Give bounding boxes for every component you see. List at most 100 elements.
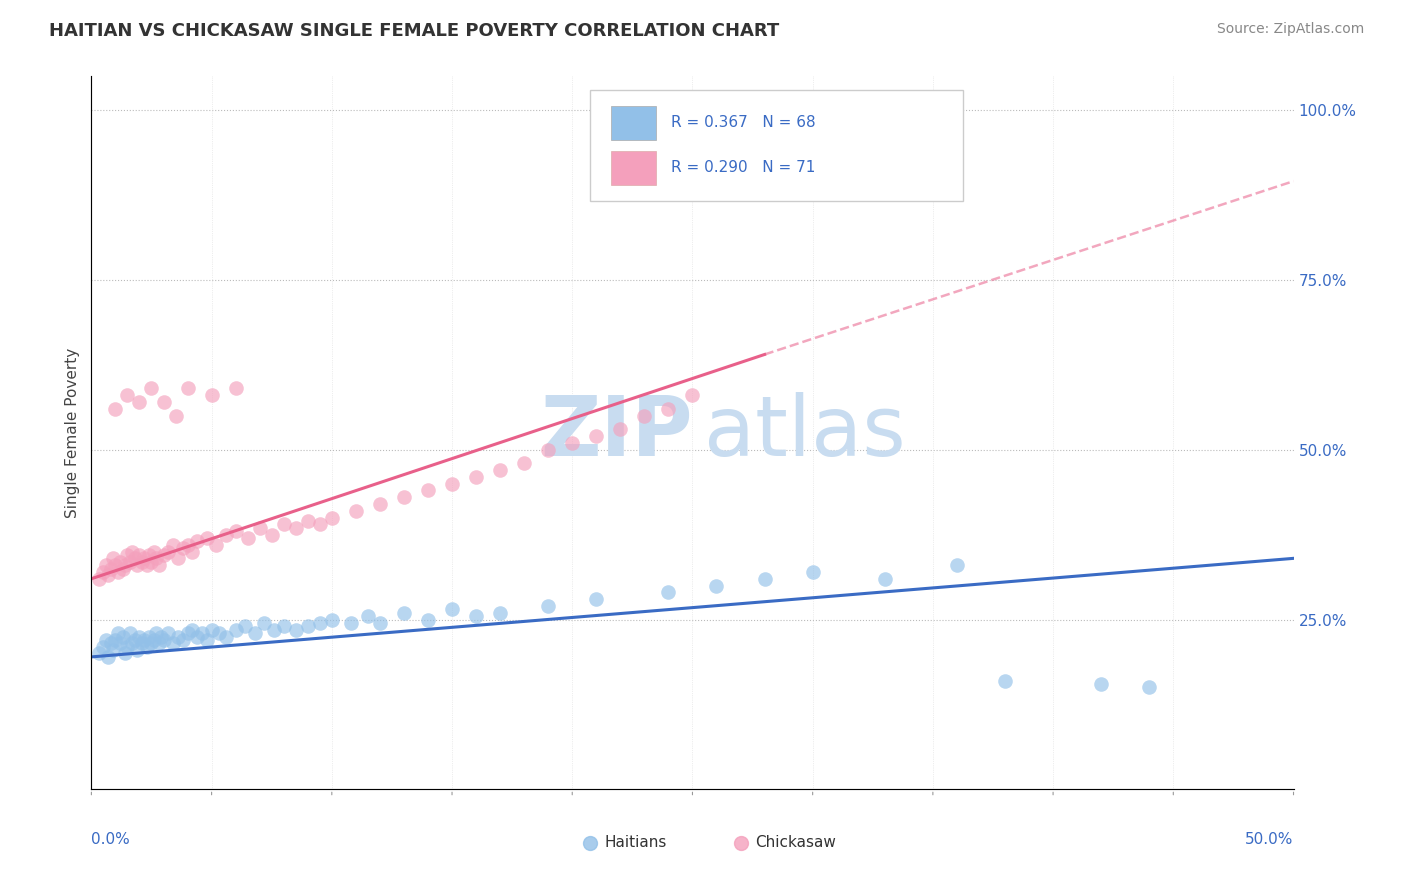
Text: atlas: atlas (704, 392, 907, 473)
Point (186, 534, 208, 549)
Point (873, 572, 896, 586)
Point (118, 626, 141, 640)
Point (368, 497, 391, 511)
Text: Source: ZipAtlas.com: Source: ZipAtlas.com (1216, 22, 1364, 37)
Point (117, 548, 139, 562)
Point (249, 521, 271, 535)
Point (585, 592, 607, 607)
Point (657, 585, 679, 599)
Point (633, 409, 655, 423)
Point (754, 572, 776, 586)
Point (201, 623, 224, 637)
Point (148, 558, 170, 573)
Point (87, 647, 110, 661)
Point (104, 632, 127, 647)
Point (157, 626, 180, 640)
Point (134, 551, 156, 566)
Point (284, 521, 307, 535)
Point (440, 476, 463, 491)
Point (107, 626, 129, 640)
Point (167, 630, 190, 644)
Point (754, 150, 776, 164)
Point (357, 609, 380, 624)
Point (253, 615, 276, 630)
Point (344, 504, 367, 518)
Point (141, 381, 163, 395)
Point (236, 531, 259, 545)
Point (111, 630, 134, 644)
Point (260, 527, 283, 541)
Point (273, 619, 295, 633)
Point (1137, 681, 1160, 695)
Point (1090, 677, 1112, 691)
Point (110, 555, 132, 569)
Point (368, 615, 391, 630)
Point (585, 429, 607, 443)
Point (162, 636, 184, 650)
Point (440, 602, 463, 616)
Point (101, 551, 124, 566)
Point (114, 647, 136, 661)
Y-axis label: Single Female Poverty: Single Female Poverty (65, 348, 80, 517)
Point (97, 649, 120, 664)
Point (152, 632, 174, 647)
Point (284, 623, 307, 637)
Point (101, 643, 124, 657)
Point (1078, 833, 1101, 847)
Point (172, 632, 194, 647)
Point (141, 636, 163, 650)
Point (225, 381, 247, 395)
Point (416, 483, 439, 498)
Point (121, 636, 143, 650)
Point (263, 623, 285, 637)
Point (134, 632, 156, 647)
Point (489, 463, 512, 477)
Point (142, 544, 165, 558)
Text: ZIP: ZIP (540, 392, 692, 473)
Point (195, 632, 218, 647)
Point (215, 527, 238, 541)
Point (145, 551, 167, 566)
Point (297, 514, 319, 528)
Point (465, 609, 488, 624)
Point (148, 636, 170, 650)
FancyBboxPatch shape (610, 151, 657, 185)
Point (100, 561, 122, 575)
Point (125, 643, 148, 657)
Point (131, 555, 153, 569)
Point (994, 673, 1017, 688)
Text: 0.0%: 0.0% (91, 832, 131, 847)
Point (128, 395, 150, 409)
Text: HAITIAN VS CHICKASAW SINGLE FEMALE POVERTY CORRELATION CHART: HAITIAN VS CHICKASAW SINGLE FEMALE POVER… (49, 22, 779, 40)
Point (93, 565, 115, 579)
Point (537, 599, 560, 613)
FancyBboxPatch shape (591, 90, 963, 201)
Point (110, 636, 132, 650)
Point (340, 615, 363, 630)
Text: Haitians: Haitians (605, 836, 666, 850)
Point (167, 551, 190, 566)
Point (94, 558, 117, 573)
Point (152, 548, 174, 562)
Point (142, 632, 165, 647)
Point (215, 630, 238, 644)
Point (681, 388, 703, 402)
Point (946, 558, 969, 573)
Point (107, 565, 129, 579)
Point (489, 606, 512, 620)
Point (176, 381, 198, 395)
Point (138, 548, 160, 562)
Point (465, 470, 488, 484)
Point (273, 517, 295, 532)
Point (104, 558, 127, 573)
Point (135, 640, 157, 654)
Point (121, 544, 143, 558)
Point (201, 388, 224, 402)
Point (124, 632, 146, 647)
Point (392, 490, 415, 504)
Point (321, 613, 343, 627)
Point (128, 630, 150, 644)
Point (416, 613, 439, 627)
Point (392, 606, 415, 620)
Point (117, 388, 139, 402)
